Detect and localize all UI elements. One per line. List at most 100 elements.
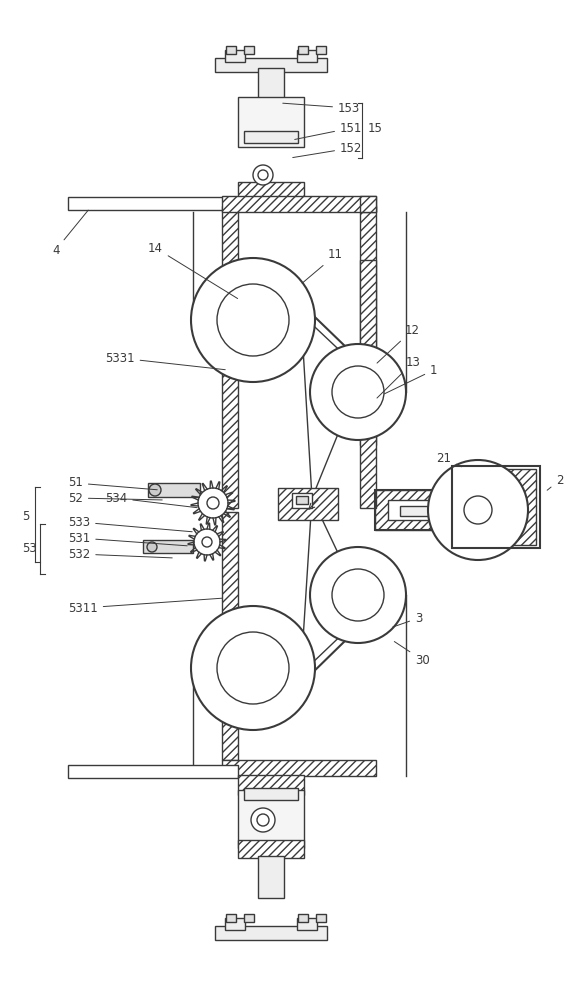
Bar: [68, 197, 238, 210]
Bar: [238, 775, 304, 795]
Text: 533: 533: [68, 516, 192, 532]
Bar: [360, 196, 376, 212]
Bar: [222, 760, 376, 776]
Text: 11: 11: [302, 248, 343, 283]
Bar: [278, 488, 338, 520]
Bar: [360, 260, 376, 508]
Circle shape: [428, 460, 528, 560]
Circle shape: [258, 170, 268, 180]
Bar: [244, 788, 298, 800]
Bar: [456, 469, 536, 545]
Text: 21: 21: [436, 452, 461, 467]
Bar: [292, 493, 312, 508]
Bar: [226, 46, 236, 54]
Bar: [375, 490, 493, 530]
Bar: [375, 490, 493, 530]
Text: 51: 51: [68, 477, 157, 490]
Bar: [238, 840, 304, 858]
Text: 3: 3: [393, 611, 423, 627]
Bar: [68, 765, 238, 778]
Circle shape: [194, 529, 220, 555]
Circle shape: [198, 488, 228, 518]
Circle shape: [147, 542, 157, 552]
Bar: [238, 182, 304, 202]
Bar: [360, 206, 376, 445]
Bar: [258, 68, 284, 100]
Bar: [215, 926, 327, 940]
Bar: [222, 196, 376, 212]
Bar: [215, 58, 327, 72]
Circle shape: [202, 537, 212, 547]
Bar: [360, 206, 376, 445]
Circle shape: [251, 808, 275, 832]
Bar: [225, 918, 245, 930]
Bar: [316, 46, 326, 54]
Text: 5331: 5331: [105, 352, 225, 370]
Bar: [297, 50, 317, 62]
Text: 153: 153: [283, 102, 360, 114]
Bar: [222, 196, 376, 212]
Bar: [360, 260, 376, 508]
Bar: [296, 496, 308, 504]
Bar: [222, 760, 376, 776]
Bar: [225, 50, 245, 62]
Text: 151: 151: [295, 121, 362, 139]
Text: 30: 30: [394, 642, 430, 666]
Bar: [143, 540, 193, 553]
Bar: [375, 490, 493, 530]
Text: 531: 531: [68, 532, 187, 546]
Bar: [148, 483, 200, 497]
Circle shape: [332, 569, 384, 621]
Bar: [222, 206, 238, 508]
Circle shape: [217, 284, 289, 356]
Text: 12: 12: [377, 324, 420, 363]
Text: 4: 4: [52, 210, 88, 256]
Bar: [456, 469, 536, 545]
Circle shape: [464, 496, 492, 524]
Circle shape: [191, 258, 315, 382]
Bar: [222, 512, 238, 760]
Text: 2: 2: [547, 474, 564, 490]
Circle shape: [310, 547, 406, 643]
Text: 52: 52: [68, 491, 162, 504]
Bar: [244, 131, 298, 143]
Circle shape: [310, 344, 406, 440]
Bar: [316, 914, 326, 922]
Bar: [400, 506, 465, 516]
Text: 532: 532: [68, 548, 172, 560]
Bar: [222, 206, 238, 508]
Text: 5311: 5311: [68, 598, 222, 614]
Bar: [238, 775, 304, 795]
Bar: [244, 46, 254, 54]
Circle shape: [217, 632, 289, 704]
Bar: [222, 512, 238, 760]
Bar: [226, 914, 236, 922]
Bar: [388, 500, 478, 520]
Circle shape: [149, 484, 161, 496]
Circle shape: [332, 366, 384, 418]
Text: 152: 152: [293, 141, 362, 158]
Bar: [238, 790, 304, 848]
Bar: [278, 488, 338, 520]
Bar: [360, 196, 376, 212]
Bar: [298, 46, 308, 54]
Text: 1: 1: [384, 363, 437, 394]
Bar: [258, 856, 284, 898]
Text: 534: 534: [105, 491, 197, 508]
Bar: [244, 914, 254, 922]
Circle shape: [191, 606, 315, 730]
Bar: [298, 914, 308, 922]
Text: 53: 53: [22, 542, 37, 554]
Bar: [297, 918, 317, 930]
Text: 13: 13: [377, 356, 421, 398]
Text: 15: 15: [368, 121, 383, 134]
Bar: [238, 840, 304, 858]
Text: 5: 5: [22, 510, 29, 524]
Circle shape: [253, 165, 273, 185]
Bar: [452, 466, 540, 548]
Bar: [238, 97, 304, 147]
Circle shape: [207, 497, 219, 509]
Bar: [238, 182, 304, 202]
Text: 14: 14: [148, 241, 238, 299]
Circle shape: [257, 814, 269, 826]
